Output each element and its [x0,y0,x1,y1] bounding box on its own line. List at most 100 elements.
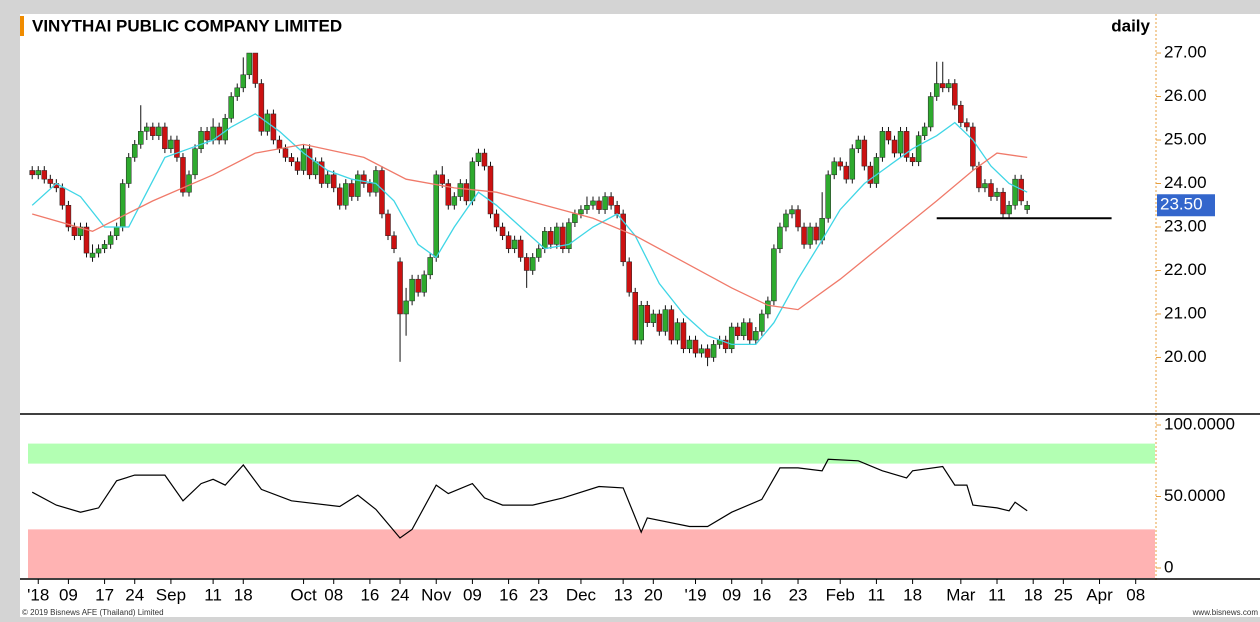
candle-body [554,226,560,245]
candle-body [626,261,632,293]
candle-body [451,196,458,206]
x-tick-label: 09 [722,585,741,604]
candle-body [144,126,150,132]
x-tick-label: 11 [868,585,886,604]
candle-body [493,213,500,228]
candle-body [777,226,783,249]
candle-body [837,161,843,167]
x-tick-label: 09 [59,585,78,604]
candle-body [379,170,385,215]
candle-body [138,131,144,145]
candle-body [849,148,856,180]
candle-body [125,157,132,184]
candle-body [722,339,729,350]
x-tick-label: 16 [360,585,379,604]
candle-body [511,239,518,249]
candle-body [741,322,747,336]
band [28,443,1155,464]
candle-body [288,157,295,163]
candle-body [445,183,452,206]
x-tick-label: 24 [391,585,410,604]
x-tick-label: Apr [1086,585,1113,604]
candle-body [192,148,198,176]
x-tick-label: Dec [566,585,597,604]
candle-body [481,152,488,167]
last-price-label: 23.50 [1160,195,1203,214]
candle-body [988,183,994,197]
candle-body [198,131,204,149]
candle-body [958,104,964,123]
candle-body [1012,178,1018,206]
rsi-line [31,458,1028,539]
candle-body [994,191,1000,197]
y-tick-label: 100.0000 [1164,414,1235,433]
y-tick-label: 21.00 [1164,303,1207,322]
y-tick-label: 50.0000 [1164,486,1225,505]
x-tick-label: 08 [1126,585,1145,604]
chart-title: VINYTHAI PUBLIC COMPANY LIMITED [32,16,342,35]
candle-body [324,174,331,184]
candle-body [168,139,174,149]
candle-body [65,205,72,228]
candle-body [789,209,795,215]
candle-body [638,305,644,341]
candle-body [632,291,638,341]
candle-body [867,165,874,184]
candle-body [427,257,433,276]
candle-body [909,157,916,163]
candle-body [95,248,102,254]
candle-body [753,331,759,341]
candle-body [180,157,186,193]
x-tick-label: 16 [499,585,518,604]
candles [29,52,1030,367]
candle-body [807,226,813,245]
band [28,529,1155,578]
candle-body [415,278,421,293]
title-marker [20,16,24,36]
candle-body [879,131,886,158]
candle-body [728,326,735,350]
source: www.bisnews.com [1192,608,1259,617]
candle-body [680,322,687,350]
x-tick-label: 18 [234,585,253,604]
x-tick-label: 25 [1054,585,1073,604]
candle-body [349,183,355,197]
candle-body [252,52,259,84]
candle-body [523,257,530,271]
candle-body [174,139,180,158]
candle-body [246,52,253,76]
x-tick-label: 08 [324,585,343,604]
candle-body [89,252,96,258]
candle-body [704,348,711,358]
candle-body [825,174,831,219]
x-tick-label: '19 [684,585,706,604]
last-price-box [1157,194,1215,217]
x-tick-label: Nov [421,585,452,604]
x-tick-label: 23 [529,585,548,604]
candle-body [439,174,446,184]
y-tick-label: 23.00 [1164,216,1207,235]
candle-body [228,96,234,119]
y-tick-label: 0 [1164,557,1173,576]
candle-body [505,235,512,249]
candle-body [734,326,741,336]
candle-body [204,131,210,141]
candle-body [119,183,126,228]
x-tick-label: Oct [290,585,317,604]
y-tick-label: 25.00 [1164,130,1207,149]
candle-body [915,135,922,163]
candle-body [668,309,675,341]
candle-body [475,152,482,163]
y-tick-label: 27.00 [1164,43,1207,62]
candle-body [306,148,313,176]
candle-body [927,96,934,128]
candle-body [747,322,753,341]
x-tick-label: Mar [946,585,976,604]
candle-body [801,226,807,245]
candle-body [150,126,156,136]
candle-body [318,161,325,184]
candle-body [795,209,801,228]
candle-body [186,174,192,193]
candle-body [710,344,717,358]
candle-body [463,183,470,202]
